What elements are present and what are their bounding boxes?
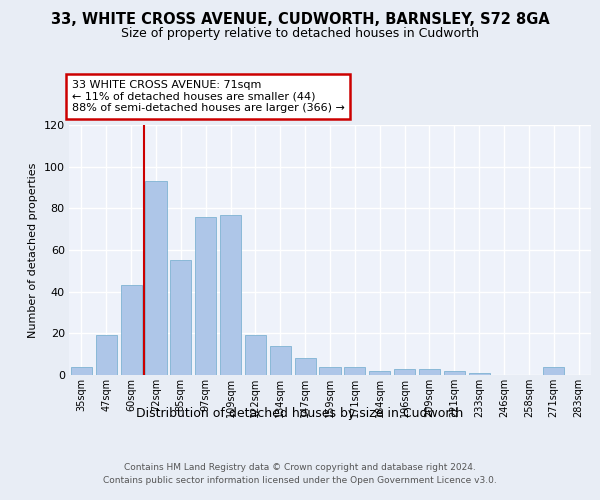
Bar [96, 336, 117, 375]
Bar [145, 181, 167, 375]
Bar [121, 286, 142, 375]
Bar [270, 346, 291, 375]
Text: Distribution of detached houses by size in Cudworth: Distribution of detached houses by size … [136, 408, 464, 420]
Bar [245, 336, 266, 375]
Text: Contains public sector information licensed under the Open Government Licence v3: Contains public sector information licen… [103, 476, 497, 485]
Text: Size of property relative to detached houses in Cudworth: Size of property relative to detached ho… [121, 28, 479, 40]
Bar [543, 366, 564, 375]
Bar [344, 366, 365, 375]
Bar [295, 358, 316, 375]
Bar [419, 369, 440, 375]
Text: 33, WHITE CROSS AVENUE, CUDWORTH, BARNSLEY, S72 8GA: 33, WHITE CROSS AVENUE, CUDWORTH, BARNSL… [50, 12, 550, 28]
Bar [369, 371, 390, 375]
Bar [394, 369, 415, 375]
Text: 33 WHITE CROSS AVENUE: 71sqm
← 11% of detached houses are smaller (44)
88% of se: 33 WHITE CROSS AVENUE: 71sqm ← 11% of de… [71, 80, 344, 113]
Text: Contains HM Land Registry data © Crown copyright and database right 2024.: Contains HM Land Registry data © Crown c… [124, 462, 476, 471]
Y-axis label: Number of detached properties: Number of detached properties [28, 162, 38, 338]
Bar [170, 260, 191, 375]
Bar [71, 366, 92, 375]
Bar [469, 373, 490, 375]
Bar [195, 216, 216, 375]
Bar [319, 366, 341, 375]
Bar [220, 214, 241, 375]
Bar [444, 371, 465, 375]
